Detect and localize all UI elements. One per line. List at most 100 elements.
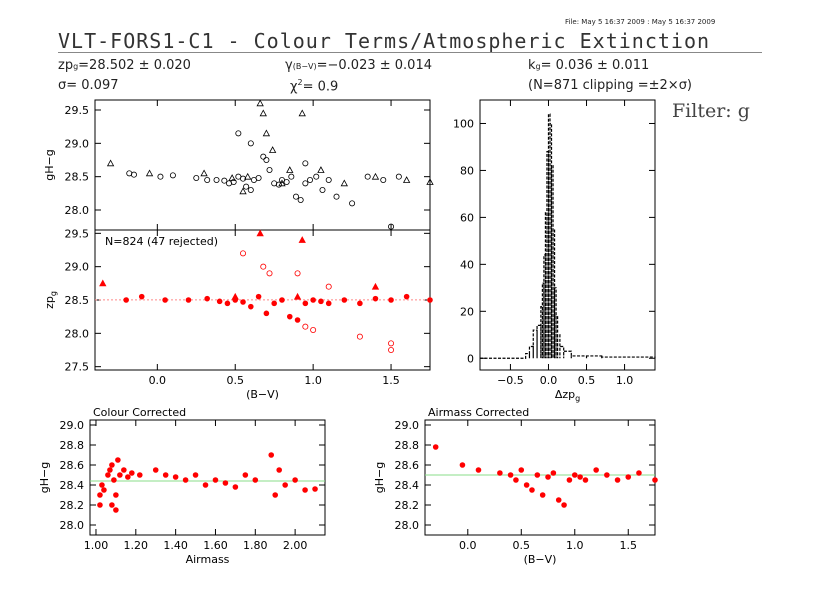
- panel1-point-triangle: [228, 174, 236, 181]
- panel1-point-open: [313, 173, 320, 180]
- panel5-frame: [424, 419, 656, 536]
- panel5-ytick-label: 28.8: [395, 439, 420, 452]
- panel1-ytick-label: 28.5: [65, 171, 90, 184]
- panel5-title: Airmass Corrected: [428, 406, 529, 419]
- panel4-ytick-label: 28.2: [60, 499, 85, 512]
- panel2-xlabel: (B−V): [246, 388, 279, 401]
- n-clipping-stat: (N=871 clipping =±2×σ): [528, 78, 693, 93]
- panel4-point: [302, 487, 308, 493]
- panel3-histogram-step: [480, 113, 656, 359]
- panel1-point-open: [283, 178, 290, 185]
- filter-label: Filter: g: [672, 100, 750, 122]
- panel4-point: [107, 467, 113, 473]
- panel1-point-open: [240, 175, 247, 182]
- panel4-point: [268, 452, 275, 458]
- panel1-point-open: [204, 176, 211, 183]
- panel2-xtick-label: 0.5: [226, 374, 244, 387]
- panel4-xtick-label: 1.20: [124, 539, 149, 552]
- panel2-point-triangle: [293, 292, 302, 300]
- panel1-point-triangle: [402, 176, 411, 183]
- panel4-point: [192, 472, 199, 478]
- panel4-point: [292, 477, 298, 483]
- panel1-ytick-label: 28.0: [65, 204, 90, 217]
- panel2-point-triangle: [231, 292, 239, 300]
- panel2-point: [248, 303, 254, 310]
- panel1-point-open: [364, 173, 371, 180]
- panel1-point-open: [169, 172, 176, 179]
- panel3-ytick-label: 60: [460, 211, 474, 224]
- panel2-point: [357, 300, 363, 307]
- panel1-point-open: [307, 176, 314, 183]
- gamma-value: =−0.023 ± 0.014: [316, 58, 432, 73]
- panel1-point-open: [266, 166, 273, 173]
- panel5-xtick-label: 1.5: [620, 539, 638, 552]
- panel1-point-triangle: [244, 172, 252, 180]
- panel3-frame: [479, 99, 656, 371]
- panel5-point: [571, 472, 578, 478]
- panel4-xtick-label: 1.80: [243, 539, 268, 552]
- panel4-point: [109, 462, 115, 468]
- panel2-point-open: [310, 326, 317, 333]
- panel1-point-triangle: [268, 146, 277, 153]
- panel2-point: [294, 317, 301, 323]
- panel4-point: [105, 472, 111, 478]
- panel4-ytick-label: 28.8: [60, 439, 85, 452]
- panel5-point: [582, 477, 589, 483]
- panel4-point: [125, 474, 131, 480]
- panel2-point: [318, 298, 324, 305]
- panel4-xtick-label: 1.00: [84, 539, 109, 552]
- panel1-point-triangle: [317, 166, 325, 173]
- panel1-point-triangle: [145, 169, 154, 177]
- panel2-point-open: [388, 346, 395, 353]
- panel2-point-open: [240, 250, 247, 257]
- chi-stat: χ2= 0.9: [290, 78, 339, 95]
- panel2-ytick-label: 27.5: [65, 361, 90, 374]
- panel3-xtick-label: −0.5: [497, 374, 524, 387]
- panel1-point-open: [235, 130, 242, 137]
- panel2-point: [255, 293, 262, 300]
- panel2-point-open: [302, 323, 309, 330]
- panel1-point-open: [193, 174, 200, 181]
- panel2-annotation: N=824 (47 rejected): [105, 235, 218, 248]
- panel2-ylabel-sub: g: [49, 291, 58, 296]
- panel5-point: [550, 470, 557, 476]
- panel4-point: [172, 474, 179, 480]
- panel4-point: [109, 502, 115, 508]
- panel4-point: [182, 477, 189, 483]
- gamma-stat: γ(B−V)=−0.023 ± 0.014: [285, 58, 432, 73]
- panel4-point: [282, 482, 288, 488]
- panel4-point: [242, 472, 249, 478]
- panel2-point-triangle: [298, 236, 306, 243]
- panel4-point: [101, 487, 107, 493]
- panel2-ytick-label: 29.5: [65, 227, 90, 240]
- panel1-ytick-label: 29.5: [65, 104, 90, 117]
- panel1-point-open: [263, 156, 270, 163]
- panel5-point: [518, 467, 525, 473]
- chi-value: = 0.9: [302, 79, 339, 95]
- panel1-point-open: [302, 160, 309, 167]
- panel2-point: [216, 298, 223, 305]
- panel1-point-triangle: [426, 178, 434, 185]
- panel1-point-triangle: [256, 99, 264, 107]
- page-title: VLT-FORS1-C1 - Colour Terms/Atmospheric …: [58, 29, 711, 53]
- panel4-ylabel: gH−g: [38, 462, 51, 493]
- panel1-point-triangle: [262, 129, 271, 137]
- panel5-point: [432, 444, 439, 450]
- panel1-point-open: [325, 176, 332, 183]
- panel5-point: [459, 462, 466, 468]
- panel1-point-open: [221, 177, 228, 184]
- panel1-point-triangle: [340, 179, 348, 187]
- panel4-ytick-label: 29.0: [60, 419, 85, 432]
- panel3-xtick-label: 0.0: [540, 374, 558, 387]
- panel5-point: [539, 492, 546, 498]
- panel2-point: [240, 299, 246, 305]
- panel5-ytick-label: 28.0: [395, 519, 420, 532]
- panel5-point: [636, 470, 642, 476]
- panel2-point-triangle: [371, 282, 380, 290]
- panel4-xtick-label: 1.60: [203, 539, 228, 552]
- panel5-point: [577, 474, 583, 480]
- panel1-point-triangle: [259, 109, 267, 117]
- panel2-ylabel: zpg: [43, 291, 58, 309]
- panel1-point-open: [395, 173, 402, 180]
- panel1-point-triangle: [200, 169, 208, 177]
